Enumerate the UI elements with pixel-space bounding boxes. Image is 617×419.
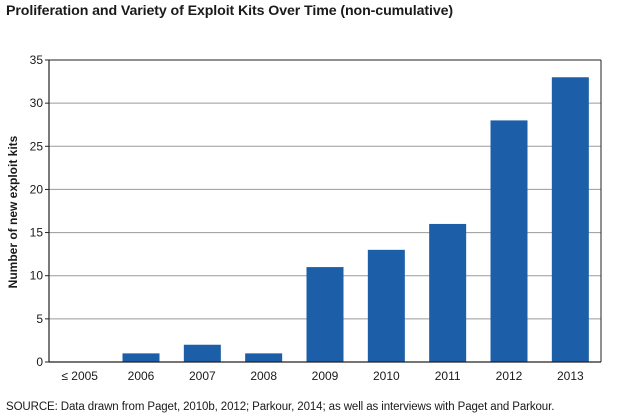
y-tick-labels: 0 5 10 15 20 25 30 35 [30,53,44,369]
bar [245,353,283,362]
y-tick-label: 10 [30,269,44,283]
y-tick-label: 35 [30,53,44,67]
bar [367,249,405,362]
x-tick-labels: ≤ 2005 2006 2007 2008 2009 2010 2011 2012 2013 [61,369,584,383]
bar [429,223,467,362]
y-tick-label: 25 [30,139,44,153]
bars [122,77,589,363]
y-tick-label: 0 [36,355,43,369]
y-tick-label: 15 [30,226,44,240]
x-tick-label: 2011 [435,369,461,383]
x-tick-label: 2006 [128,369,155,383]
bar [306,267,344,362]
x-tick-label: 2008 [250,369,277,383]
x-tick-label: 2007 [189,369,216,383]
y-tick-label: 5 [36,312,43,326]
x-tick-label: 2009 [312,369,339,383]
axes [45,59,602,363]
y-tick-label: 20 [30,182,44,196]
x-tick-label: 2012 [496,369,523,383]
y-tick-label: 30 [30,96,44,110]
bar [122,353,160,362]
x-tick-label: 2013 [557,369,584,383]
y-axis-label: Number of new exploit kits [6,135,20,288]
x-tick-label: ≤ 2005 [61,369,98,383]
bar [183,344,221,362]
x-tick-label: 2010 [373,369,400,383]
chart-source-note: SOURCE: Data drawn from Paget, 2010b, 20… [6,401,555,413]
chart-title: Proliferation and Variety of Exploit Kit… [6,3,454,19]
bar [490,120,528,363]
bar [551,77,589,362]
